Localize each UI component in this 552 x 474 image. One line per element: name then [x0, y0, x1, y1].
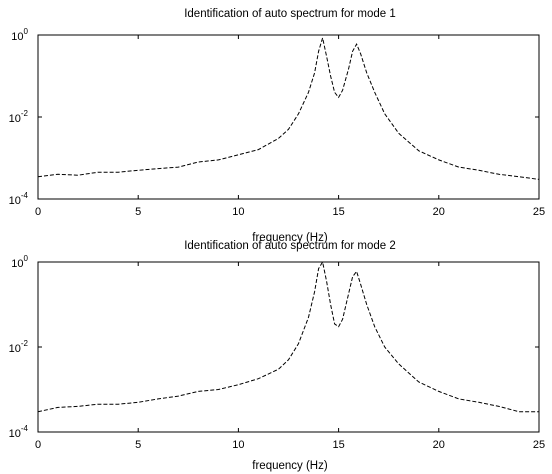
x-ticks-1: 0 5 10 15 20 25: [35, 35, 545, 218]
chart-panel-1: Identification of auto spectrum for mode…: [9, 8, 546, 244]
y-ticks-1: 10-4 10-2 100: [9, 27, 539, 207]
y-tick-label-2-2: 100: [11, 254, 28, 270]
x-axis-label-1: frequency (Hz): [252, 232, 328, 244]
x-tick-label-1-4: 20: [433, 206, 445, 218]
x-ticks-2: 0 5 10 15 20 25: [35, 262, 545, 451]
y-tick-label-1-1: 10-2: [9, 109, 29, 125]
x-tick-label-1-0: 0: [35, 206, 41, 218]
x-tick-label-2-1: 5: [135, 439, 141, 451]
x-tick-label-2-2: 10: [232, 439, 244, 451]
x-tick-label-1-3: 15: [332, 206, 344, 218]
chart-title-1: Identification of auto spectrum for mode…: [184, 8, 396, 20]
chart-panel-2: Identification of auto spectrum for mode…: [9, 240, 546, 472]
y-tick-label-2-1: 10-2: [9, 339, 29, 355]
x-tick-label-2-4: 20: [433, 439, 445, 451]
series-line-2: [37, 260, 539, 413]
x-axis-label-2: frequency (Hz): [252, 460, 328, 472]
y-ticks-2: 10-4 10-2 100: [9, 254, 539, 440]
series-line-1: [37, 37, 540, 180]
y-tick-label-2-0: 10-4: [9, 424, 29, 440]
x-tick-label-2-5: 25: [533, 439, 545, 451]
x-tick-label-1-2: 10: [232, 206, 244, 218]
chart-title-2: Identification of auto spectrum for mode…: [184, 240, 396, 252]
axes-box-1: [37, 34, 540, 200]
x-tick-label-2-0: 0: [35, 439, 41, 451]
x-tick-label-1-1: 5: [135, 206, 141, 218]
x-tick-label-2-3: 15: [332, 439, 344, 451]
axes-box-2: [37, 261, 540, 433]
x-tick-label-1-5: 25: [533, 206, 545, 218]
y-tick-label-1-0: 10-4: [9, 191, 29, 207]
y-tick-label-1-2: 100: [11, 27, 28, 43]
